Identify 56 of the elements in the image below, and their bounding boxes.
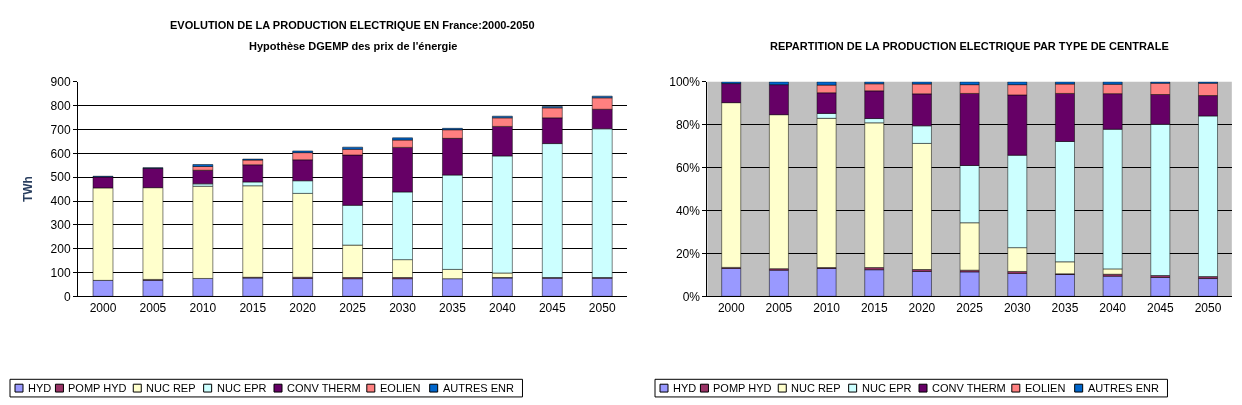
x-tick-label: 2005 <box>139 300 167 315</box>
x-tick-label: 2050 <box>588 300 616 315</box>
y-tick-label: 100 <box>50 265 71 280</box>
x-tick-label: 2015 <box>239 300 267 315</box>
legend-label: NUC EPR <box>217 382 267 394</box>
legend-label: NUC REP <box>146 382 196 394</box>
legend-label: POMP HYD <box>713 382 772 394</box>
y-tick-label: 600 <box>50 146 71 161</box>
x-tick-label: 2010 <box>813 300 841 315</box>
y-tick-label: 200 <box>50 241 71 256</box>
chart-subtitle: Hypothèse DGEMP des prix de l'énergie <box>249 40 458 52</box>
y-tick-label: 20% <box>675 246 701 261</box>
y-tick-label: 500 <box>50 170 71 185</box>
y-tick-label: 400 <box>50 194 71 209</box>
x-tick-label: 2045 <box>538 300 566 315</box>
legend-label: HYD <box>28 382 52 394</box>
legend-label: AUTRES ENR <box>1088 382 1159 394</box>
x-tick-label: 2015 <box>860 300 888 315</box>
y-tick-label: 700 <box>50 122 71 137</box>
x-tick-label: 2035 <box>1051 300 1079 315</box>
y-tick-label: 300 <box>50 218 71 233</box>
chart-title: EVOLUTION DE LA PRODUCTION ELECTRIQUE EN France:2000-2050 <box>170 19 535 31</box>
y-tick-label: 100% <box>669 75 701 90</box>
legend-label: AUTRES ENR <box>443 382 514 394</box>
x-tick-label: 2020 <box>908 300 936 315</box>
x-tick-label: 2000 <box>717 300 745 315</box>
legend-label: CONV THERM <box>932 382 1006 394</box>
y-tick-label: 800 <box>50 98 71 113</box>
x-tick-label: 2025 <box>339 300 367 315</box>
legend-label: EOLIEN <box>1025 382 1066 394</box>
x-tick-label: 2050 <box>1194 300 1222 315</box>
x-tick-label: 2010 <box>189 300 217 315</box>
x-tick-label: 2030 <box>389 300 417 315</box>
x-tick-label: 2040 <box>489 300 517 315</box>
x-tick-label: 2045 <box>1146 300 1174 315</box>
y-tick-label: 900 <box>50 75 71 90</box>
y-tick-label: 0% <box>682 289 701 304</box>
x-tick-label: 2030 <box>1003 300 1031 315</box>
legend-label: CONV THERM <box>287 382 361 394</box>
x-tick-label: 2000 <box>89 300 117 315</box>
y-axis-title: TWh <box>20 176 35 203</box>
x-tick-label: 2025 <box>956 300 984 315</box>
x-tick-label: 2005 <box>765 300 793 315</box>
legend-label: HYD <box>673 382 697 394</box>
legend-label: EOLIEN <box>380 382 421 394</box>
legend-label: NUC EPR <box>862 382 912 394</box>
y-tick-label: 80% <box>675 117 701 132</box>
chart-title: REPARTITION DE LA PRODUCTION ELECTRIQUE PAR TYPE DE CENTRALE <box>770 40 1169 52</box>
x-tick-label: 2020 <box>289 300 317 315</box>
y-tick-label: 0 <box>63 289 71 304</box>
legend-label: POMP HYD <box>68 382 127 394</box>
y-tick-label: 60% <box>675 160 701 175</box>
x-tick-label: 2035 <box>439 300 467 315</box>
y-tick-label: 40% <box>675 203 701 218</box>
x-tick-label: 2040 <box>1099 300 1127 315</box>
legend-label: NUC REP <box>791 382 841 394</box>
